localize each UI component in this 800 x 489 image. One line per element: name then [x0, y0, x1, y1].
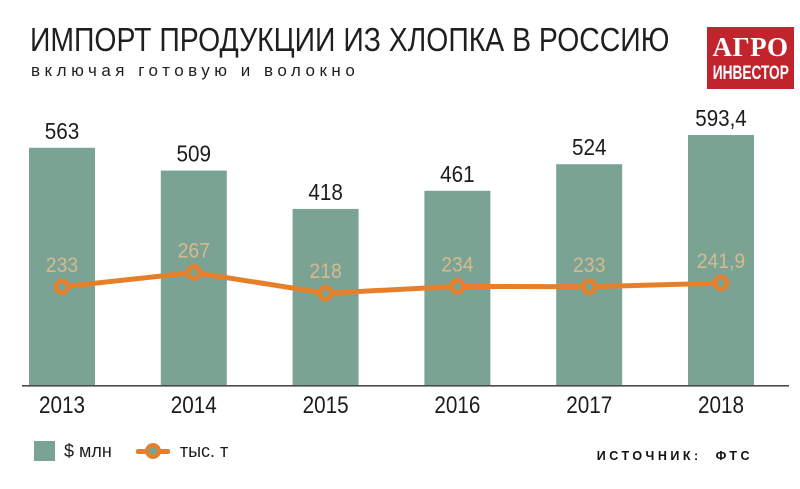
line-value-2013: 233	[46, 254, 78, 277]
chart-legend: $ млн тыс. т	[34, 441, 228, 461]
page-title-text: ИМПОРТ ПРОДУКЦИИ ИЗ ХЛОПКА В РОССИЮ	[30, 21, 670, 58]
line-marker-2014	[185, 264, 203, 281]
source-value: ФТС	[715, 449, 753, 463]
x-label-2013: 2013	[39, 392, 85, 419]
source-label: ИСТОЧНИК:	[596, 449, 702, 463]
page-title: ИМПОРТ ПРОДУКЦИИ ИЗ ХЛОПКА В РОССИЮ	[30, 23, 773, 56]
bar-2017	[556, 164, 623, 385]
line-value-2018: 241,9	[697, 250, 745, 273]
line-marker-2018	[712, 274, 730, 292]
line-marker-2015	[317, 284, 334, 302]
chart-subtitle: включая готовую и волокно	[31, 61, 360, 80]
bar-2013	[29, 147, 95, 385]
bar-2018	[688, 135, 754, 385]
legend-marker-icon	[144, 443, 161, 459]
logo-line1: АГРО	[712, 31, 789, 62]
agroinvestor-logo: АГРО ИНВЕСТОР	[707, 27, 794, 89]
x-label-2017: 2017	[566, 392, 612, 419]
bar-series-swatch	[34, 441, 55, 461]
line-series-swatch	[135, 441, 170, 461]
source-note: ИСТОЧНИК: ФТС	[597, 450, 753, 463]
x-label-2015: 2015	[303, 392, 349, 419]
x-label-2014: 2014	[171, 392, 217, 419]
line-value-2014: 267	[178, 240, 210, 263]
bar-value-2015: 418	[308, 179, 343, 205]
bar-value-2014: 509	[177, 141, 212, 167]
bar-value-2016: 461	[440, 161, 475, 187]
bar-value-2017: 524	[572, 134, 607, 160]
bar-series-label: $ млн	[64, 441, 112, 461]
line-marker-2013	[53, 278, 71, 296]
line-marker-2016	[449, 278, 466, 295]
x-label-2016: 2016	[434, 392, 480, 419]
x-label-2018: 2018	[698, 392, 744, 419]
bar-value-2013: 563	[45, 118, 80, 144]
line-value-2016: 234	[441, 253, 474, 276]
logo-line2: ИНВЕСТОР	[712, 62, 789, 84]
line-marker-2017	[580, 278, 598, 296]
line-value-2015: 218	[309, 260, 341, 283]
bar-value-2018: 593,4	[695, 105, 747, 131]
line-value-2017: 233	[573, 254, 605, 277]
line-series-label: тыс. т	[179, 441, 229, 461]
line-series	[59, 270, 724, 296]
